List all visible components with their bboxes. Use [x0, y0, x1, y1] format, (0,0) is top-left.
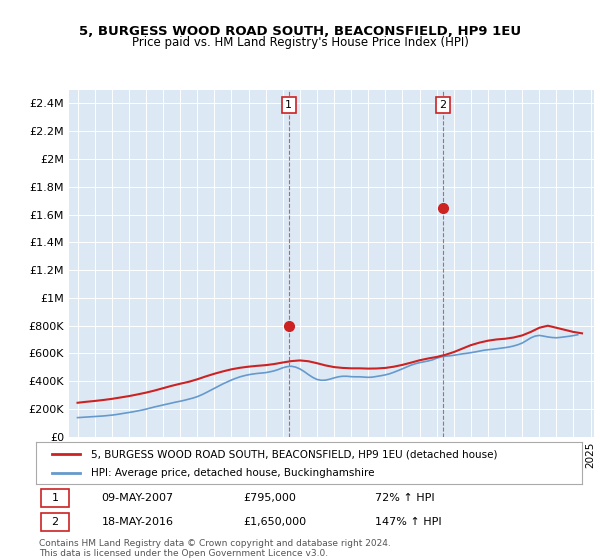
Text: 18-MAY-2016: 18-MAY-2016: [101, 517, 173, 527]
Text: 2: 2: [52, 517, 59, 527]
Text: 5, BURGESS WOOD ROAD SOUTH, BEACONSFIELD, HP9 1EU: 5, BURGESS WOOD ROAD SOUTH, BEACONSFIELD…: [79, 25, 521, 38]
Text: 147% ↑ HPI: 147% ↑ HPI: [374, 517, 441, 527]
Text: Contains HM Land Registry data © Crown copyright and database right 2024.
This d: Contains HM Land Registry data © Crown c…: [39, 539, 391, 558]
Text: HPI: Average price, detached house, Buckinghamshire: HPI: Average price, detached house, Buck…: [91, 468, 374, 478]
Text: 09-MAY-2007: 09-MAY-2007: [101, 493, 173, 503]
Text: 2: 2: [439, 100, 446, 110]
Text: £795,000: £795,000: [244, 493, 296, 503]
Text: 1: 1: [285, 100, 292, 110]
FancyBboxPatch shape: [41, 513, 69, 531]
Text: 1: 1: [52, 493, 59, 503]
Text: £1,650,000: £1,650,000: [244, 517, 307, 527]
FancyBboxPatch shape: [41, 489, 69, 507]
Text: 5, BURGESS WOOD ROAD SOUTH, BEACONSFIELD, HP9 1EU (detached house): 5, BURGESS WOOD ROAD SOUTH, BEACONSFIELD…: [91, 449, 497, 459]
Text: 72% ↑ HPI: 72% ↑ HPI: [374, 493, 434, 503]
Text: Price paid vs. HM Land Registry's House Price Index (HPI): Price paid vs. HM Land Registry's House …: [131, 36, 469, 49]
